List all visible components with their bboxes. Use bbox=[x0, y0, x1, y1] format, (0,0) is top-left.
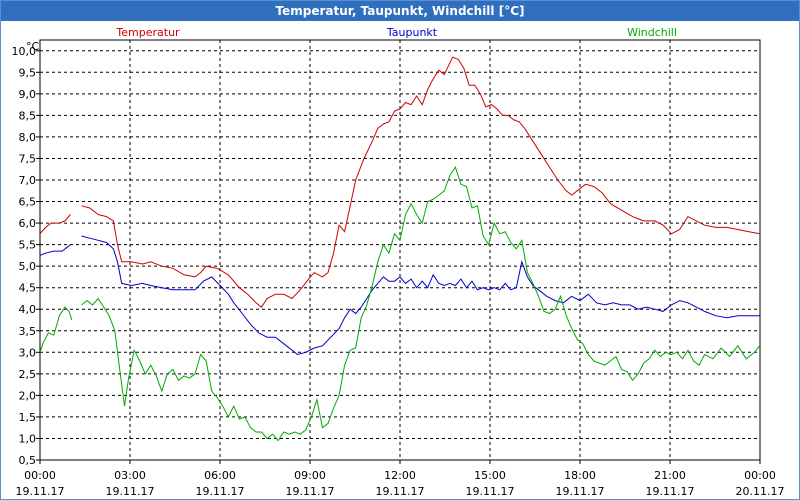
y-tick-label: 6,0 bbox=[19, 217, 37, 230]
x-tick-date: 19.11.17 bbox=[466, 485, 515, 498]
y-tick-label: 3,0 bbox=[19, 346, 37, 359]
y-tick-label: 10,0 bbox=[12, 45, 37, 58]
x-tick-time: 03:00 bbox=[114, 469, 146, 482]
series-line-windchill bbox=[40, 306, 73, 353]
y-tick-label: 4,5 bbox=[19, 282, 37, 295]
x-tick-time: 09:00 bbox=[294, 469, 326, 482]
x-tick-date: 20.11.17 bbox=[736, 485, 785, 498]
y-tick-label: 4,0 bbox=[19, 303, 37, 316]
y-tick-label: 5,5 bbox=[19, 239, 37, 252]
series-lines bbox=[40, 56, 760, 442]
legend-windchill: Windchill bbox=[627, 26, 677, 39]
x-tick-time: 06:00 bbox=[204, 469, 236, 482]
x-axis-ticks: 00:00 19.11.17 03:00 19.11.17 06:00 19.11.17 0… bbox=[16, 460, 785, 498]
x-tick-time: 00:00 bbox=[744, 469, 776, 482]
x-tick-date: 19.11.17 bbox=[16, 485, 65, 498]
y-tick-label: 6,5 bbox=[19, 196, 37, 209]
y-tick-label: 1,5 bbox=[19, 411, 37, 424]
x-tick-date: 19.11.17 bbox=[106, 485, 155, 498]
grid-lines bbox=[40, 40, 760, 461]
series-line-temperatur bbox=[81, 56, 760, 308]
y-tick-label: 7,0 bbox=[19, 174, 37, 187]
series-line-taupunkt bbox=[40, 244, 71, 256]
y-tick-label: 2,0 bbox=[19, 389, 37, 402]
y-tick-label: 8,5 bbox=[19, 109, 37, 122]
x-tick-date: 19.11.17 bbox=[646, 485, 695, 498]
y-axis-ticks: 10,0 9,5 9,0 8,5 8,0 7,5 7,0 6,5 6,0 5,5 5,0 4,5 4,0… bbox=[12, 45, 40, 467]
chart-title: Temperatur, Taupunkt, Windchill [°C] bbox=[1, 1, 799, 21]
x-tick-date: 19.11.17 bbox=[556, 485, 605, 498]
y-tick-label: 2,5 bbox=[19, 368, 37, 381]
x-tick-date: 19.11.17 bbox=[196, 485, 245, 498]
legend: Temperatur Taupunkt Windchill bbox=[115, 26, 677, 39]
y-tick-label: 9,0 bbox=[19, 88, 37, 101]
y-tick-label: 3,5 bbox=[19, 325, 37, 338]
x-tick-time: 12:00 bbox=[384, 469, 416, 482]
y-tick-label: 7,5 bbox=[19, 152, 37, 165]
series-line-windchill bbox=[81, 165, 760, 442]
y-tick-label: 9,5 bbox=[19, 66, 37, 79]
legend-taupunkt: Taupunkt bbox=[386, 26, 438, 39]
x-tick-time: 21:00 bbox=[654, 469, 686, 482]
x-tick-date: 19.11.17 bbox=[376, 485, 425, 498]
x-tick-date: 19.11.17 bbox=[286, 485, 335, 498]
y-tick-label: 8,0 bbox=[19, 131, 37, 144]
y-axis-unit-label: °C bbox=[26, 40, 40, 53]
legend-temperatur: Temperatur bbox=[115, 26, 180, 39]
y-tick-label: 0,5 bbox=[19, 454, 37, 467]
x-tick-time: 15:00 bbox=[474, 469, 506, 482]
x-tick-time: 18:00 bbox=[564, 469, 596, 482]
series-line-taupunkt bbox=[81, 235, 760, 356]
y-tick-label: 5,0 bbox=[19, 260, 37, 273]
series-line-temperatur bbox=[40, 214, 71, 235]
x-tick-time: 00:00 bbox=[24, 469, 56, 482]
y-tick-label: 1,0 bbox=[19, 432, 37, 445]
